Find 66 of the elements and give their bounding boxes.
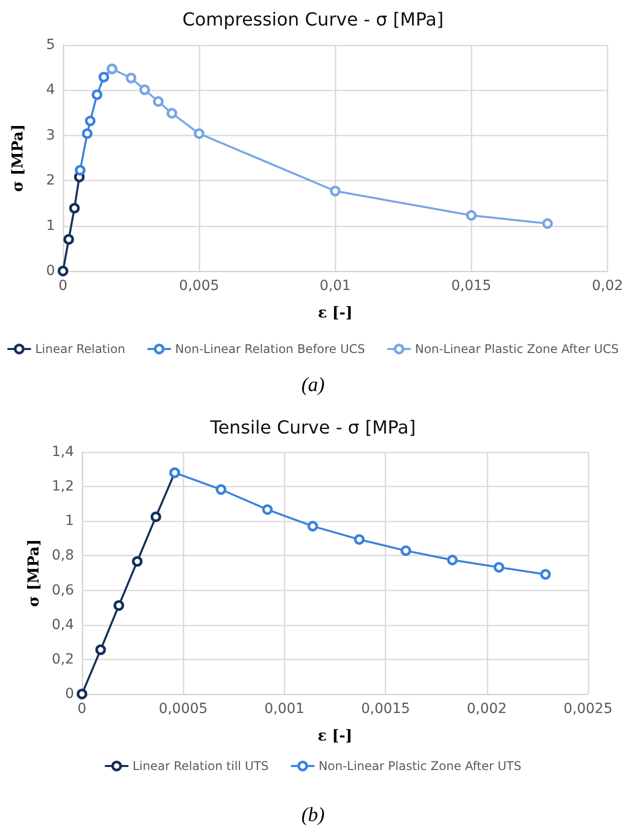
- y-tick-label: 0: [65, 686, 74, 702]
- y-tick-label: 5: [46, 37, 55, 53]
- x-tick-label: 0,01: [320, 278, 351, 294]
- point: [166, 108, 178, 119]
- point: [216, 484, 226, 495]
- x-tick-label: 0,0005: [158, 701, 208, 717]
- point: [92, 89, 102, 100]
- point: [95, 644, 106, 656]
- point: [400, 545, 412, 556]
- chart-title: Compression Curve - σ [MPa]: [182, 10, 444, 30]
- point: [84, 116, 96, 126]
- y-tick-label: 1,4: [52, 444, 74, 460]
- y-tick-label: 4: [46, 82, 56, 98]
- text: (b): [301, 804, 325, 826]
- point: [63, 234, 74, 245]
- y-tick-label: 3: [46, 127, 55, 144]
- y-tick-label: 1,2: [52, 478, 74, 495]
- point: [262, 504, 273, 515]
- legend-label: Linear Relation till UTS: [132, 759, 269, 773]
- point: [150, 512, 162, 522]
- legend-label: Non-Linear Plastic Zone After UTS: [318, 759, 522, 773]
- x-tick-label: 0,002: [466, 701, 507, 717]
- y-tick-label: 0,4: [52, 616, 74, 633]
- y-tick-label: 1: [46, 218, 55, 234]
- point: [447, 554, 458, 566]
- point: [152, 96, 164, 107]
- point: [126, 72, 136, 84]
- legend-label: Non-Linear Relation Before UCS: [175, 342, 366, 356]
- point: [354, 534, 365, 545]
- point: [466, 210, 477, 221]
- x-tick-label: 0,0025: [564, 701, 612, 717]
- chart-title: Tensile Curve - σ [MPa]: [209, 418, 416, 438]
- point: [540, 569, 551, 580]
- y-axis-title: σ [MPa]: [8, 124, 26, 192]
- point: [82, 128, 93, 139]
- point: [330, 186, 341, 196]
- x-tick-label: 0: [78, 701, 86, 717]
- y-tick-label: 1: [65, 513, 74, 530]
- point: [494, 562, 504, 573]
- text: (a): [301, 374, 325, 396]
- y-tick-label: 0,8: [52, 548, 74, 564]
- y-tick-label: 0,6: [52, 582, 74, 598]
- y-tick-label: 2: [46, 172, 55, 189]
- point: [98, 72, 110, 82]
- point: [132, 556, 143, 567]
- y-axis-title: σ [MPa]: [24, 539, 42, 607]
- point: [542, 218, 553, 229]
- x-tick-label: 0,001: [264, 701, 304, 717]
- x-tick-label: 0,015: [451, 278, 492, 294]
- x-axis-title: ε [-]: [318, 726, 352, 744]
- legend-label: Linear Relation: [35, 342, 126, 356]
- point: [307, 520, 318, 532]
- y-tick-label: 0,2: [52, 651, 74, 668]
- point: [139, 84, 150, 96]
- point: [69, 202, 80, 214]
- x-axis-title: ε [-]: [318, 304, 353, 322]
- point: [74, 164, 86, 176]
- legend-label: Non-Linear Plastic Zone After UCS: [415, 342, 619, 356]
- y-tick-label: 0: [46, 263, 55, 279]
- x-tick-label: 0,02: [592, 278, 623, 294]
- point: [114, 600, 124, 611]
- point: [76, 688, 88, 700]
- x-tick-label: 0,0015: [361, 701, 410, 717]
- x-tick-label: 0,005: [179, 278, 220, 294]
- point: [194, 128, 204, 139]
- point: [58, 266, 68, 276]
